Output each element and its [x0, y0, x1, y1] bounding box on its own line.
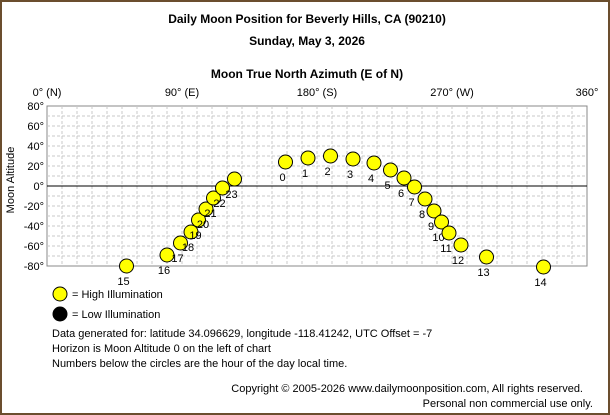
moon-point-hour-12: [453, 237, 469, 253]
hour-label: 7: [408, 197, 414, 209]
x-tick-label: 90° (E): [165, 87, 199, 99]
moon-point-hour-4: [366, 155, 382, 171]
copyright-line: Copyright © 2005-2026 www.dailymoonposit…: [231, 383, 583, 395]
moon-point-hour-1: [300, 150, 316, 166]
y-tick-label: 40°: [27, 141, 44, 153]
moon-point-hour-14: [536, 259, 551, 275]
x-tick-label: 0° (N): [33, 87, 62, 99]
moon-point-hour-18: [183, 224, 199, 240]
moon-point-hour-23: [227, 171, 242, 187]
legend: = High Illumination = Low Illumination: [52, 286, 163, 322]
hour-label: 21: [204, 208, 216, 220]
hour-label: 4: [368, 173, 374, 185]
hour-label: 19: [189, 230, 201, 242]
moon-point-hour-6: [396, 170, 412, 186]
x-axis-title: Moon True North Azimuth (E of N): [211, 67, 403, 81]
moon-point-hour-16: [159, 247, 175, 263]
moon-point-hour-2: [323, 148, 338, 164]
hour-label: 12: [452, 255, 464, 267]
y-axis-title: Moon Altitude: [5, 147, 17, 214]
moon-point-hour-17: [173, 235, 188, 251]
hour-label: 9: [428, 221, 434, 233]
hour-label: 15: [117, 276, 129, 288]
moon-point-hour-10: [434, 214, 449, 230]
moon-point-hour-21: [206, 190, 221, 206]
chart-title: Daily Moon Position for Beverly Hills, C…: [168, 12, 446, 26]
hour-label: 6: [398, 188, 404, 200]
moon-point-hour-22: [215, 180, 230, 196]
hour-label: 11: [440, 243, 451, 255]
hour-label: 14: [534, 277, 546, 289]
y-tick-label: 60°: [27, 121, 44, 133]
y-tick-label: -20°: [24, 201, 44, 213]
hour-label: 23: [225, 189, 237, 201]
moon-point-hour-3: [345, 151, 361, 167]
y-tick-label: -60°: [24, 241, 44, 253]
x-tick-label: 180° (S): [297, 87, 337, 99]
moon-point-hour-5: [383, 162, 398, 178]
legend-low-marker: [52, 306, 68, 322]
moon-point-hour-9: [426, 203, 442, 219]
note-location: Data generated for: latitude 34.096629, …: [52, 328, 432, 340]
y-tick-label: -80°: [24, 261, 44, 273]
moon-point-hour-11: [441, 225, 457, 241]
grid: [46, 105, 588, 267]
moon-point-hour-20: [198, 201, 214, 217]
hour-label: 2: [324, 166, 330, 178]
y-tick-label: 20°: [27, 161, 44, 173]
moon-point-hour-7: [407, 179, 422, 195]
legend-high-marker: [52, 286, 68, 302]
moon-point-hour-0: [278, 154, 293, 170]
y-tick-label: 0°: [33, 181, 44, 193]
y-tick-label: -40°: [24, 221, 44, 233]
hour-label: 13: [477, 267, 489, 279]
legend-high-label: = High Illumination: [72, 289, 163, 301]
x-tick-label: 270° (W): [430, 87, 474, 99]
moon-point-hour-15: [119, 258, 134, 274]
hour-label: 3: [347, 169, 353, 181]
moon-point-hour-19: [191, 212, 206, 228]
hour-label: 22: [213, 198, 225, 210]
hour-label: 20: [197, 219, 209, 231]
hour-label: 0: [279, 172, 285, 184]
hour-label: 5: [384, 180, 390, 192]
axis-ticks: 0° (N) 90° (E) 180° (S) 270° (W) 360°80°60°4…: [24, 87, 599, 273]
moon-point-hour-13: [479, 249, 494, 265]
hour-label: 10: [432, 232, 444, 244]
note-horizon: Horizon is Moon Altitude 0 on the left o…: [52, 343, 271, 355]
note-hours: Numbers below the circles are the hour o…: [52, 358, 347, 370]
moon-point-hour-8: [417, 191, 433, 207]
hour-label: 16: [158, 265, 170, 277]
chart-subtitle: Sunday, May 3, 2026: [249, 34, 365, 48]
hour-label: 1: [302, 168, 308, 180]
usage-line: Personal non commercial use only.: [423, 398, 593, 410]
x-tick-label: 360°: [576, 87, 599, 99]
hour-label: 8: [419, 209, 425, 221]
y-tick-label: 80°: [27, 101, 44, 113]
hour-label: 18: [182, 242, 194, 254]
legend-low-label: = Low Illumination: [72, 309, 160, 321]
hour-label: 17: [171, 253, 183, 265]
